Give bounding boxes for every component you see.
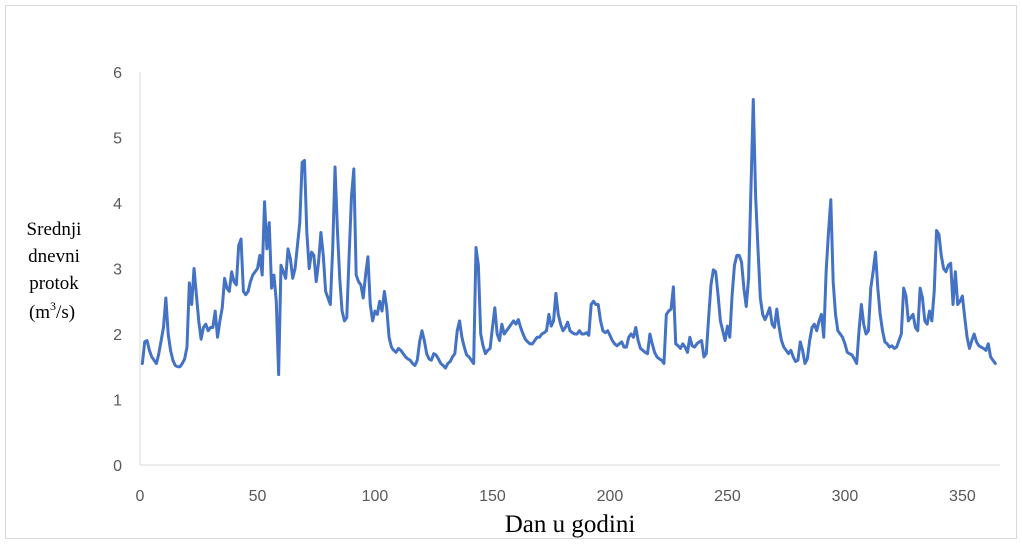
- y-tick-label: 6: [113, 65, 122, 82]
- y-axis-label-line-4: (m3/s): [29, 299, 75, 323]
- y-axis-label-unit-exponent: 3: [50, 299, 56, 313]
- y-tick-labels: 0 1 2 3 4 5 6: [113, 65, 122, 475]
- y-axis-label-line-2: dnevni: [28, 246, 80, 267]
- y-tick-label: 2: [113, 327, 122, 344]
- x-axis-label: Dan u godini: [505, 511, 636, 538]
- y-axis-label-unit-open: (m: [29, 302, 50, 323]
- axes: [139, 72, 1000, 466]
- y-axis-label-unit-close: /s): [56, 302, 75, 323]
- y-tick-label: 5: [113, 131, 122, 148]
- y-axis-label-line-3: protok: [29, 273, 79, 294]
- x-tick-label: 250: [714, 488, 741, 505]
- y-axis-label-line-1: Srednji: [27, 219, 82, 240]
- x-tick-label: 50: [249, 488, 267, 505]
- chart-area: [5, 5, 1017, 539]
- series-line-0: [140, 98, 997, 377]
- x-tick-labels: 0 50 100 150 200 250 300 350: [136, 488, 976, 505]
- x-tick-label: 150: [479, 488, 506, 505]
- y-tick-label: 3: [113, 262, 122, 279]
- x-tick-label: 350: [949, 488, 976, 505]
- y-tick-label: 4: [113, 196, 122, 213]
- series-layer: [140, 98, 997, 377]
- x-tick-label: 100: [362, 488, 389, 505]
- x-tick-label: 300: [832, 488, 859, 505]
- x-tick-label: 200: [597, 488, 624, 505]
- y-tick-label: 1: [113, 393, 122, 410]
- y-tick-label: 0: [113, 458, 122, 475]
- x-tick-label: 0: [136, 488, 145, 505]
